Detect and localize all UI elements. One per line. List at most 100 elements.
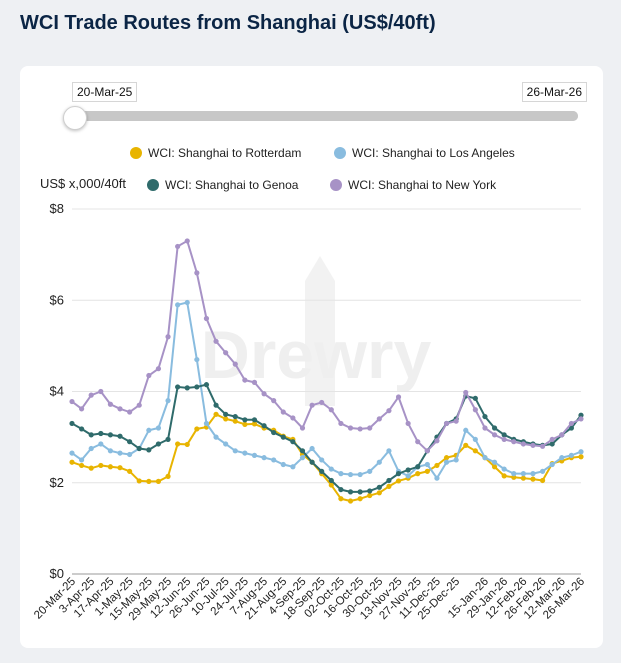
data-point bbox=[88, 432, 94, 438]
data-point bbox=[386, 408, 392, 414]
data-point bbox=[290, 464, 296, 470]
data-point bbox=[98, 430, 104, 437]
data-point bbox=[127, 439, 133, 445]
y-tick-label: $2 bbox=[50, 475, 64, 490]
data-point bbox=[405, 473, 411, 479]
data-point bbox=[463, 427, 469, 433]
y-tick-label: $8 bbox=[50, 201, 64, 216]
data-point bbox=[155, 478, 162, 484]
data-point bbox=[242, 377, 248, 383]
data-point bbox=[578, 454, 584, 460]
range-start-label: 20-Mar-25 bbox=[72, 82, 138, 102]
data-point bbox=[98, 388, 104, 395]
y-tick-label: $6 bbox=[50, 292, 64, 307]
range-end-label: 26-Mar-26 bbox=[521, 82, 587, 102]
data-point bbox=[568, 420, 574, 427]
data-point bbox=[261, 455, 267, 461]
data-point bbox=[530, 442, 536, 448]
data-point bbox=[232, 448, 238, 454]
data-point bbox=[472, 436, 478, 443]
data-point bbox=[501, 432, 507, 438]
data-point bbox=[338, 420, 344, 427]
data-point bbox=[117, 465, 123, 471]
series-0 bbox=[69, 411, 584, 504]
legend-item-los-angeles[interactable]: WCI: Shanghai to Los Angeles bbox=[334, 146, 515, 160]
data-point bbox=[539, 443, 546, 449]
data-point bbox=[88, 445, 94, 452]
data-point bbox=[424, 468, 430, 474]
data-point bbox=[107, 401, 114, 407]
watermark-logo: Drewry bbox=[201, 256, 431, 406]
data-point bbox=[347, 471, 354, 478]
page-title: WCI Trade Routes from Shanghai (US$/40ft… bbox=[20, 12, 436, 34]
data-point bbox=[146, 447, 152, 453]
data-point bbox=[338, 471, 344, 477]
data-point bbox=[443, 420, 450, 427]
data-point bbox=[88, 465, 94, 471]
slider-selected-range bbox=[74, 111, 578, 121]
date-range-slider[interactable] bbox=[74, 111, 578, 121]
data-point bbox=[194, 384, 200, 390]
data-point bbox=[184, 385, 190, 391]
series-2 bbox=[69, 382, 584, 495]
data-point bbox=[539, 468, 546, 474]
data-point bbox=[319, 457, 325, 463]
data-point bbox=[453, 457, 459, 463]
data-point bbox=[155, 441, 162, 447]
data-point bbox=[136, 478, 142, 484]
legend-item-genoa[interactable]: WCI: Shanghai to Genoa bbox=[147, 178, 298, 192]
data-point bbox=[213, 411, 219, 417]
data-point bbox=[107, 448, 114, 454]
data-point bbox=[261, 391, 267, 397]
data-point bbox=[453, 418, 459, 424]
data-point bbox=[511, 474, 517, 480]
data-point bbox=[472, 407, 478, 413]
data-point bbox=[443, 455, 450, 461]
data-point bbox=[395, 394, 402, 400]
data-point bbox=[98, 441, 104, 447]
data-point bbox=[203, 382, 210, 388]
data-point bbox=[463, 442, 469, 448]
data-point bbox=[367, 468, 373, 474]
y-tick-label: $0 bbox=[50, 566, 64, 581]
data-point bbox=[434, 438, 440, 444]
data-point bbox=[367, 488, 373, 494]
data-point bbox=[165, 398, 171, 404]
legend-label: WCI: Shanghai to Genoa bbox=[165, 178, 299, 192]
data-point bbox=[194, 426, 200, 432]
data-point bbox=[578, 416, 584, 422]
data-point bbox=[511, 471, 517, 477]
data-point bbox=[530, 476, 536, 482]
data-point bbox=[559, 455, 565, 461]
data-point bbox=[203, 315, 210, 322]
data-point bbox=[472, 395, 478, 401]
data-point bbox=[491, 432, 498, 438]
data-point bbox=[328, 482, 334, 488]
data-point bbox=[175, 243, 181, 250]
data-point bbox=[242, 421, 248, 427]
data-point bbox=[328, 466, 334, 472]
data-point bbox=[491, 425, 498, 431]
data-point bbox=[251, 452, 258, 458]
data-point bbox=[69, 459, 75, 465]
legend-item-new-york[interactable]: WCI: Shanghai to New York bbox=[330, 178, 496, 192]
legend-dot-icon bbox=[130, 147, 142, 159]
series-1 bbox=[69, 299, 584, 481]
data-point bbox=[299, 425, 306, 431]
data-point bbox=[213, 338, 219, 344]
data-point bbox=[415, 439, 421, 445]
data-point bbox=[367, 492, 373, 499]
data-point bbox=[472, 448, 478, 454]
data-point bbox=[69, 450, 75, 456]
legend-dot-icon bbox=[147, 179, 159, 191]
data-point bbox=[184, 441, 190, 448]
slider-handle-start[interactable] bbox=[63, 106, 87, 130]
data-point bbox=[328, 477, 334, 484]
legend-item-rotterdam[interactable]: WCI: Shanghai to Rotterdam bbox=[130, 146, 301, 160]
data-point bbox=[251, 417, 258, 423]
data-point bbox=[136, 445, 142, 452]
data-point bbox=[434, 462, 440, 469]
data-point bbox=[79, 426, 85, 432]
data-point bbox=[69, 398, 75, 405]
data-point bbox=[79, 462, 85, 469]
